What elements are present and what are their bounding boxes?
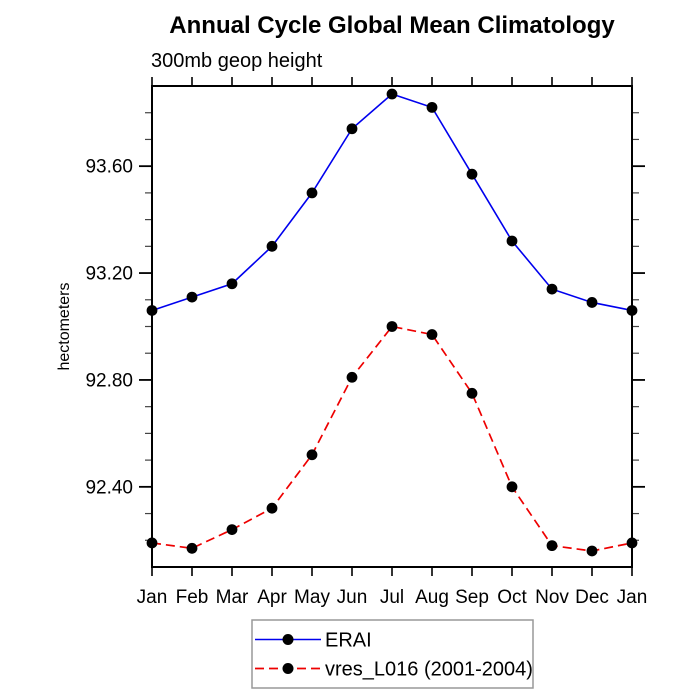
data-point-marker — [306, 187, 318, 199]
data-point-marker — [506, 235, 518, 247]
data-point-marker — [266, 502, 278, 514]
data-point-marker — [146, 537, 158, 549]
data-point-marker — [586, 297, 598, 308]
x-tick-label: Oct — [497, 587, 527, 608]
x-tick-label: Jan — [137, 587, 168, 608]
data-point-marker — [186, 291, 198, 303]
x-tick-label: May — [294, 587, 330, 608]
plot-frame — [151, 85, 633, 568]
data-point-marker — [266, 240, 278, 252]
x-tick-label: Nov — [535, 587, 569, 608]
y-tick-label: 92.40 — [85, 477, 133, 498]
x-tick-label: Jan — [617, 587, 648, 608]
y-tick-label: 92.80 — [85, 370, 133, 391]
y-axis-label: hectometers — [56, 282, 73, 370]
data-point-marker — [226, 278, 238, 290]
y-tick-label: 93.60 — [85, 157, 133, 178]
x-tick-label: Mar — [216, 587, 249, 608]
series-line-vres — [151, 325, 633, 552]
data-point-marker — [626, 537, 638, 549]
data-point-marker — [146, 305, 158, 316]
chart-title: Annual Cycle Global Mean Climatology — [169, 12, 615, 39]
data-point-marker — [626, 305, 638, 316]
y-tick-label: 93.20 — [85, 264, 133, 285]
data-point-marker — [306, 449, 318, 461]
legend-label: ERAI — [325, 630, 372, 652]
legend-marker — [282, 663, 294, 674]
x-tick-label: Aug — [415, 587, 449, 608]
data-point-marker — [186, 542, 198, 554]
x-tick-label: Sep — [455, 587, 489, 608]
series-line-erai — [151, 93, 633, 312]
data-point-marker — [426, 101, 438, 113]
legend-box — [251, 619, 534, 689]
data-point-marker — [586, 545, 598, 557]
chart-subtitle: 300mb geop height — [151, 50, 323, 72]
data-point-marker — [346, 371, 358, 383]
x-tick-label: Feb — [176, 587, 209, 608]
data-point-marker — [226, 524, 238, 535]
data-point-marker — [546, 540, 558, 552]
data-point-marker — [386, 321, 398, 332]
legend-marker — [282, 634, 294, 645]
data-point-marker — [426, 329, 438, 340]
x-tick-label: Jul — [380, 587, 404, 608]
data-point-marker — [386, 88, 398, 100]
data-point-marker — [346, 123, 358, 135]
data-point-marker — [506, 481, 518, 493]
data-point-marker — [546, 283, 558, 295]
legend-label: vres_L016 (2001-2004) — [325, 659, 533, 681]
data-point-marker — [466, 168, 478, 180]
x-tick-label: Dec — [575, 587, 609, 608]
data-point-marker — [466, 387, 478, 399]
x-tick-label: Jun — [337, 587, 368, 608]
x-tick-label: Apr — [257, 587, 287, 608]
